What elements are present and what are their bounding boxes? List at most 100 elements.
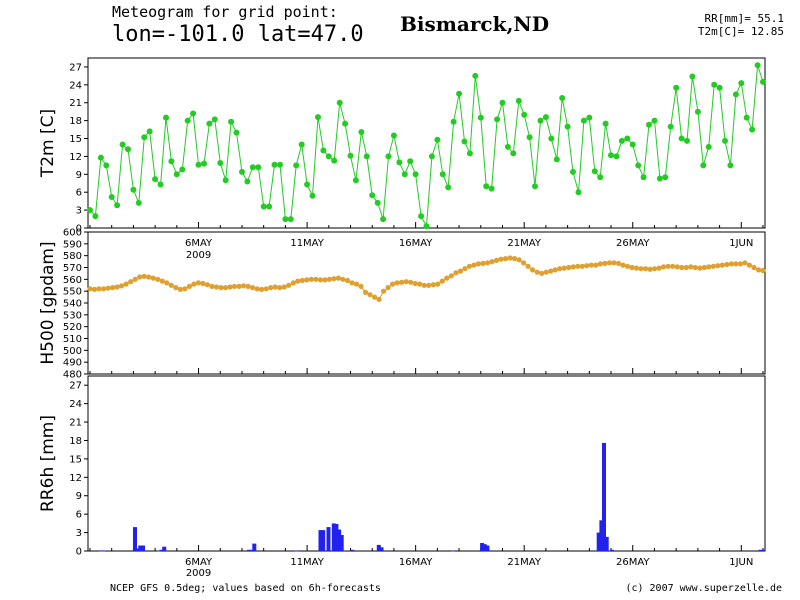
t2m-y-tick-label: 9	[76, 170, 82, 181]
t2m-point	[580, 117, 587, 124]
h500-point	[245, 283, 251, 289]
t2m-point	[293, 162, 300, 169]
h500-point	[331, 276, 337, 282]
t2m-point	[613, 153, 620, 160]
t2m-point	[266, 203, 273, 210]
h500-point	[110, 285, 116, 291]
t2m-y-tick-label: 12	[69, 152, 82, 163]
h500-point	[688, 264, 694, 270]
h500-point	[746, 262, 753, 268]
t2m-point	[532, 183, 538, 190]
t2m-point	[119, 141, 126, 148]
h500-point	[710, 263, 716, 269]
h500-point	[611, 260, 617, 266]
t2m-point	[684, 137, 690, 144]
h500-point	[557, 266, 563, 272]
h500-point	[268, 285, 274, 291]
rr-bar	[247, 549, 251, 551]
h500-point	[683, 264, 689, 271]
t2m-point	[418, 213, 425, 220]
rr-bar	[596, 532, 601, 551]
h500-point	[123, 281, 129, 287]
h500-point	[155, 276, 161, 282]
rr-bar	[337, 529, 342, 551]
copyright-note: (c) 2007 www.superzelle.de	[625, 583, 782, 594]
h500-point	[87, 286, 93, 292]
h500-point	[606, 260, 613, 266]
t2m-point	[87, 207, 93, 214]
h500-point	[372, 294, 378, 300]
t2m-point	[260, 203, 267, 210]
h500-point	[566, 264, 572, 271]
h500-point	[579, 263, 585, 269]
h500-point	[435, 281, 441, 287]
t2m-point	[255, 164, 262, 171]
rr-y-tick-label: 3	[76, 528, 82, 539]
rr-y-tick-label: 21	[69, 418, 82, 429]
t2m-point	[135, 199, 142, 206]
t2m-point	[352, 177, 359, 184]
rr-bar	[162, 546, 167, 551]
t2m-point	[304, 181, 311, 188]
rr-bar	[138, 545, 143, 551]
h500-y-tick-label: 490	[63, 358, 82, 369]
h500-point	[105, 285, 111, 291]
h500-point	[701, 264, 707, 271]
rr-x-tick-label: 11MAY	[290, 557, 324, 568]
rr-bar	[482, 544, 487, 551]
h500-point	[313, 276, 319, 282]
rr-bar	[604, 536, 609, 551]
h500-point	[286, 282, 292, 288]
t2m-point	[141, 134, 148, 141]
h500-point	[498, 256, 504, 262]
h500-point	[561, 265, 567, 271]
h500-point	[511, 256, 518, 262]
h500-point	[295, 278, 301, 284]
t2m-point	[369, 192, 376, 199]
t2m-point	[461, 138, 468, 145]
h500-point	[742, 260, 748, 266]
h500-point	[530, 267, 536, 273]
h500-point	[340, 276, 346, 282]
h500-point	[159, 278, 165, 284]
t2m-point	[722, 137, 728, 144]
h500-point	[728, 261, 735, 267]
rr-axis-title: RR6h [mm]	[38, 415, 58, 512]
h500-point	[168, 282, 174, 288]
h500-point	[480, 260, 486, 266]
rr-bar	[249, 549, 254, 551]
t2m-point	[380, 216, 387, 223]
rr-bar	[318, 530, 323, 551]
h500-point	[584, 263, 590, 269]
h500-point	[344, 277, 351, 284]
rr-bar	[480, 543, 485, 551]
rr-bar	[252, 543, 257, 551]
t2m-point	[390, 132, 397, 139]
t2m-point	[396, 159, 403, 166]
h500-point	[760, 267, 766, 274]
rr-y-tick-label: 15	[69, 454, 82, 465]
rr-total-readout: RR[mm]= 55.1	[704, 12, 784, 25]
h500-point	[200, 280, 206, 287]
t2m-point	[195, 161, 202, 168]
h500-point	[471, 262, 477, 268]
t2m-point	[548, 135, 555, 142]
t2m-point	[494, 116, 501, 123]
h500-point	[263, 286, 269, 292]
rr-bar	[599, 520, 604, 551]
t2m-point	[618, 137, 625, 144]
t2m-point	[114, 202, 121, 209]
h500-point	[670, 263, 676, 269]
t2m-point	[466, 150, 473, 157]
h500-point	[164, 280, 170, 286]
t2m-point	[591, 168, 598, 175]
t2m-point	[423, 223, 430, 230]
t2m-point	[428, 153, 435, 160]
h500-point	[633, 265, 640, 271]
rr-bar	[761, 549, 765, 551]
h500-point	[570, 264, 576, 270]
h500-axis-title: H500 [gpdam]	[38, 241, 58, 364]
t2m-point	[542, 114, 549, 121]
t2m-point	[184, 117, 191, 124]
t2m-point	[206, 120, 213, 127]
